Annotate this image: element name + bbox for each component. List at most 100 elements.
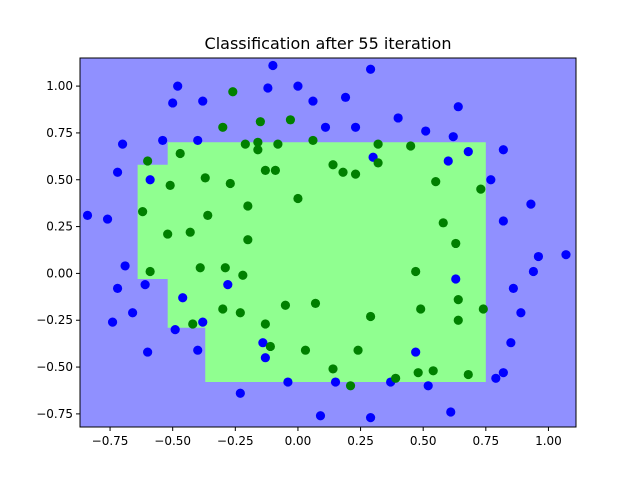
data-point <box>516 308 526 318</box>
data-point <box>353 345 363 355</box>
data-point <box>273 139 283 149</box>
data-point <box>413 368 423 378</box>
y-tick-label: 0.25 <box>46 220 73 234</box>
data-point <box>255 117 265 127</box>
data-point <box>200 173 210 183</box>
data-point <box>175 148 185 159</box>
data-point <box>293 193 303 204</box>
x-tick-label: −0.75 <box>92 434 129 448</box>
data-point <box>260 353 270 363</box>
data-point <box>308 135 318 146</box>
data-point <box>453 295 463 305</box>
x-tick-label: −0.50 <box>154 434 191 448</box>
data-point <box>218 122 228 132</box>
data-point <box>235 388 245 398</box>
data-point <box>423 381 433 391</box>
x-axis: −0.75 −0.50 −0.25 0.00 0.25 0.50 0.75 1.00 <box>92 427 562 448</box>
x-tick-label: 0.50 <box>410 434 437 448</box>
data-point <box>561 250 571 260</box>
x-tick-label: 0.25 <box>347 434 374 448</box>
data-point <box>498 145 508 155</box>
data-point <box>448 132 458 142</box>
data-point <box>185 227 195 237</box>
data-point <box>300 345 311 355</box>
data-point <box>198 317 208 327</box>
data-point <box>188 319 198 329</box>
data-point <box>406 141 416 151</box>
data-point <box>350 169 361 179</box>
data-point <box>243 235 253 245</box>
data-point <box>320 122 331 132</box>
data-point <box>265 341 275 352</box>
data-point <box>451 238 461 249</box>
plot-frame <box>79 57 577 428</box>
data-point <box>350 122 361 132</box>
data-point <box>365 64 376 74</box>
y-axis: −0.75 −0.50 −0.25 0.00 0.25 0.50 0.75 1.00 <box>36 79 80 421</box>
data-point <box>508 283 518 293</box>
data-point <box>328 160 338 170</box>
data-point <box>453 102 463 112</box>
data-point <box>193 135 203 146</box>
data-point <box>498 368 508 378</box>
y-tick-label: 0.00 <box>46 266 73 280</box>
y-tick-label: 0.75 <box>46 126 73 140</box>
x-tick-label: 1.00 <box>535 434 562 448</box>
data-point <box>476 184 486 194</box>
data-point <box>220 263 230 273</box>
data-point <box>528 266 539 277</box>
data-point <box>491 373 501 383</box>
data-point <box>411 347 421 357</box>
data-point <box>158 135 168 146</box>
data-point <box>145 175 155 185</box>
data-point <box>270 165 280 175</box>
data-point <box>338 167 348 177</box>
data-point <box>258 338 268 348</box>
data-point <box>223 280 233 290</box>
data-point <box>225 178 235 189</box>
data-point <box>268 60 278 71</box>
data-point <box>453 315 463 325</box>
x-tick-label: −0.25 <box>217 434 254 448</box>
data-point <box>140 280 150 290</box>
x-tick-label: 0.75 <box>472 434 499 448</box>
data-point <box>165 180 175 190</box>
data-point <box>411 266 421 277</box>
data-point <box>328 364 338 374</box>
data-point <box>416 304 426 314</box>
data-point <box>486 175 496 185</box>
data-point <box>373 158 383 168</box>
data-point <box>443 156 453 166</box>
data-point <box>283 377 293 387</box>
data-point <box>260 165 270 175</box>
data-point <box>478 304 488 314</box>
data-point <box>463 147 473 157</box>
y-tick-label: −0.75 <box>36 407 73 421</box>
data-point <box>310 298 321 308</box>
data-point <box>203 210 213 220</box>
data-point <box>238 270 248 280</box>
data-point <box>145 266 155 277</box>
data-point <box>263 83 273 93</box>
data-point <box>526 199 536 209</box>
decision-region <box>137 142 486 383</box>
data-point <box>168 98 178 108</box>
data-point <box>308 96 318 106</box>
chart-title: Classification after 55 iteration <box>205 34 452 53</box>
data-point <box>112 283 123 293</box>
y-tick-label: 1.00 <box>46 79 73 93</box>
data-point <box>421 126 431 136</box>
data-point <box>451 274 461 284</box>
data-point <box>173 81 183 91</box>
data-point <box>138 206 148 217</box>
data-point <box>198 96 208 106</box>
data-point <box>260 319 270 329</box>
data-point <box>391 373 401 383</box>
y-tick-label: 0.50 <box>46 173 73 187</box>
data-point <box>112 167 123 177</box>
x-tick-label: 0.00 <box>285 434 312 448</box>
data-point <box>506 338 516 348</box>
data-point <box>463 369 473 380</box>
data-point <box>170 324 180 335</box>
